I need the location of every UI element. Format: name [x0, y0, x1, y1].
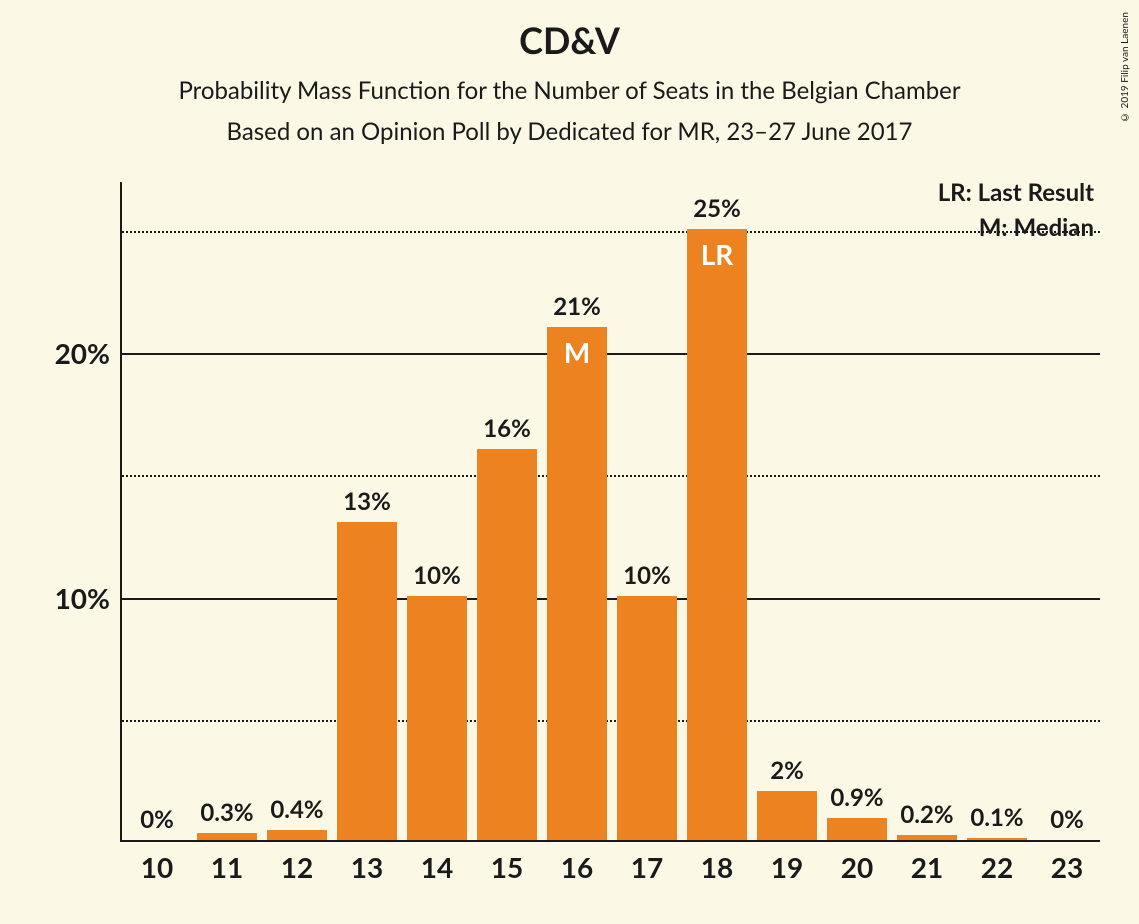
- bar-value-label: 0%: [140, 805, 174, 834]
- bar-value-label: 21%: [553, 292, 601, 321]
- bar: 0.3%: [197, 833, 257, 840]
- bar: 0.9%: [827, 818, 887, 840]
- bar: 10%: [617, 596, 677, 840]
- bar: 16%: [477, 449, 537, 840]
- bar-value-label: 0.9%: [830, 783, 883, 812]
- bar-value-label: 25%: [693, 194, 741, 223]
- x-axis-tick-label: 13: [351, 850, 383, 884]
- chart-subtitle-2: Based on an Opinion Poll by Dedicated fo…: [0, 111, 1139, 152]
- x-axis-tick-label: 15: [491, 850, 523, 884]
- x-axis-tick-label: 23: [1051, 850, 1083, 884]
- x-axis-tick-label: 12: [281, 850, 313, 884]
- bar-value-label: 0.3%: [200, 798, 253, 827]
- legend: LR: Last Result M: Median: [938, 176, 1094, 246]
- x-axis-tick-label: 20: [841, 850, 873, 884]
- x-axis-tick-label: 22: [981, 850, 1013, 884]
- gridline-minor: [122, 475, 1100, 477]
- copyright-notice: © 2019 Filip van Laenen: [1119, 12, 1131, 123]
- bar: 2%: [757, 791, 817, 840]
- x-axis-tick-label: 17: [631, 850, 663, 884]
- bar: 0.2%: [897, 835, 957, 840]
- chart-title: CD&V: [0, 0, 1139, 70]
- y-axis-tick-label: 10%: [55, 581, 110, 615]
- bar-value-label: 0%: [1050, 805, 1084, 834]
- chart-plot-area: LR: Last Result M: Median 10%20%0%100.3%…: [120, 182, 1100, 842]
- legend-item-lr: LR: Last Result: [938, 176, 1094, 211]
- chart-subtitle-1: Probability Mass Function for the Number…: [0, 70, 1139, 111]
- x-axis-tick-label: 16: [561, 850, 593, 884]
- gridline-major: [122, 353, 1100, 355]
- legend-item-m: M: Median: [938, 211, 1094, 246]
- bar-value-label: 16%: [483, 414, 531, 443]
- bar: 13%: [337, 522, 397, 840]
- x-axis-tick-label: 11: [211, 850, 243, 884]
- gridline-minor: [122, 720, 1100, 722]
- x-axis-tick-label: 14: [421, 850, 453, 884]
- gridline-major: [122, 598, 1100, 600]
- bar-annotation: LR: [701, 237, 734, 271]
- bar-value-label: 0.4%: [270, 795, 323, 824]
- x-axis-tick-label: 21: [911, 850, 943, 884]
- bar: 21%M: [547, 327, 607, 840]
- bar: 25%LR: [687, 229, 747, 840]
- bar: 0.1%: [967, 838, 1027, 840]
- x-axis-tick-label: 18: [701, 850, 733, 884]
- bar-value-label: 10%: [623, 561, 671, 590]
- bar: 0.4%: [267, 830, 327, 840]
- bar: 10%: [407, 596, 467, 840]
- bar-value-label: 13%: [343, 487, 391, 516]
- x-axis-tick-label: 19: [771, 850, 803, 884]
- bar-value-label: 10%: [413, 561, 461, 590]
- x-axis-tick-label: 10: [141, 850, 173, 884]
- bar-annotation: M: [564, 335, 590, 369]
- y-axis-tick-label: 20%: [55, 336, 110, 370]
- bar-value-label: 0.1%: [970, 803, 1023, 832]
- gridline-minor: [122, 231, 1100, 233]
- bar-value-label: 0.2%: [900, 800, 953, 829]
- bar-value-label: 2%: [770, 756, 804, 785]
